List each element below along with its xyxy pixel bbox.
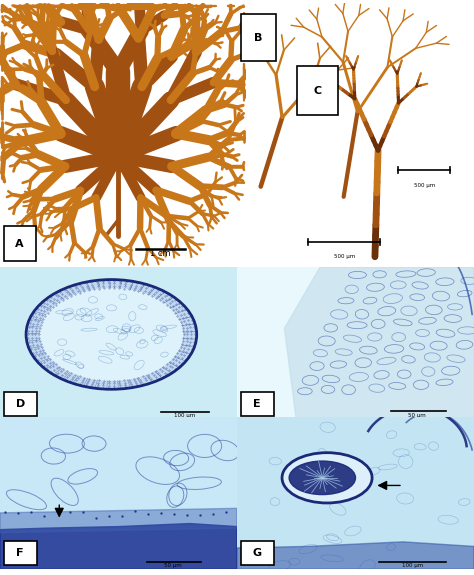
Ellipse shape xyxy=(282,453,372,503)
FancyBboxPatch shape xyxy=(240,541,274,565)
FancyBboxPatch shape xyxy=(4,227,36,261)
Text: E: E xyxy=(253,398,261,409)
Text: F: F xyxy=(17,548,24,558)
Ellipse shape xyxy=(289,461,356,494)
Circle shape xyxy=(26,279,197,389)
FancyBboxPatch shape xyxy=(240,392,274,416)
Text: A: A xyxy=(16,239,24,248)
Text: 500 μm: 500 μm xyxy=(334,254,355,259)
Polygon shape xyxy=(0,523,237,569)
Text: 100 μm: 100 μm xyxy=(402,563,423,568)
Text: 50 μm: 50 μm xyxy=(164,563,182,568)
Text: D: D xyxy=(16,398,25,409)
Text: G: G xyxy=(253,548,262,558)
Text: 50 μm: 50 μm xyxy=(408,413,426,418)
FancyBboxPatch shape xyxy=(297,66,338,115)
Text: B: B xyxy=(254,33,263,43)
FancyBboxPatch shape xyxy=(3,392,37,416)
Text: 500 μm: 500 μm xyxy=(414,182,435,187)
Polygon shape xyxy=(237,542,474,569)
Text: 100 μm: 100 μm xyxy=(174,413,195,418)
FancyBboxPatch shape xyxy=(3,541,37,565)
Circle shape xyxy=(27,281,195,389)
Polygon shape xyxy=(284,267,474,420)
Text: C: C xyxy=(313,86,321,96)
Circle shape xyxy=(40,289,182,380)
Text: 1 cm: 1 cm xyxy=(150,249,171,258)
FancyBboxPatch shape xyxy=(240,14,276,61)
Polygon shape xyxy=(0,508,237,532)
